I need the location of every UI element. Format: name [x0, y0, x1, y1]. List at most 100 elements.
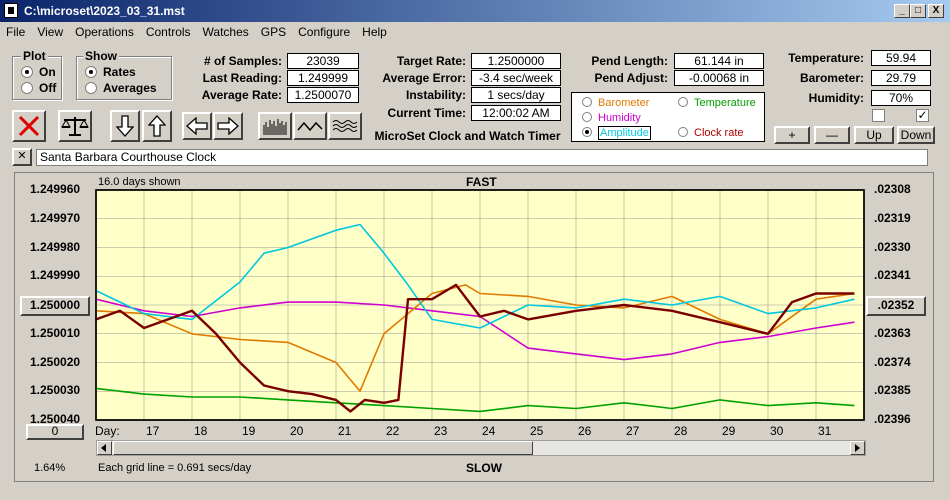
- arrow-up-button[interactable]: [142, 110, 172, 142]
- stop-button[interactable]: [12, 110, 46, 142]
- average-rate-field: 1.2500070: [287, 87, 359, 103]
- y-right-tick-label: .02396: [874, 412, 911, 426]
- wave-graph-button[interactable]: [328, 112, 362, 140]
- y-left-tick-label: 1.249990: [30, 268, 81, 283]
- window-title: C:\microset\2023_03_31.mst: [24, 4, 185, 18]
- minus-button[interactable]: —: [814, 126, 850, 144]
- selector-humidity[interactable]: Humidity: [582, 112, 641, 125]
- current-time-label: Current Time:: [387, 106, 466, 120]
- selector-barometer[interactable]: Barometer: [582, 97, 649, 110]
- x-tick-label: 18: [194, 424, 208, 438]
- y-right-tick-label: .02308: [874, 182, 911, 196]
- selector-barometer-label: Barometer: [598, 97, 650, 109]
- menu-file[interactable]: File: [6, 25, 26, 39]
- scroll-right-button[interactable]: [850, 441, 865, 455]
- pend-adjust-field: -0.00068 in: [674, 70, 764, 86]
- selector-amplitude-label: Amplitude: [598, 126, 651, 140]
- bar-graph-button[interactable]: [258, 112, 292, 140]
- pend-adjust-label: Pend Adjust:: [594, 71, 668, 85]
- show-rates-label: Rates: [103, 65, 136, 79]
- series-line-barometer: [95, 284, 855, 393]
- plot-off-radio[interactable]: Off: [21, 81, 56, 95]
- arrow-right-button[interactable]: [213, 112, 243, 140]
- pend-length-label: Pend Length:: [591, 54, 668, 68]
- humidity-field: 70%: [871, 90, 931, 106]
- menu-help[interactable]: Help: [362, 25, 387, 39]
- temperature-field: 59.94: [871, 50, 931, 66]
- arrow-left-button[interactable]: [182, 112, 212, 140]
- menu-gps[interactable]: GPS: [260, 25, 287, 39]
- plus-button[interactable]: +: [774, 126, 810, 144]
- arrow-up-icon: [148, 115, 166, 137]
- x-tick-label: 21: [338, 424, 352, 438]
- center-rate-button[interactable]: 1.250000: [20, 296, 90, 316]
- close-button[interactable]: X: [928, 4, 944, 18]
- app-icon[interactable]: [4, 3, 18, 18]
- checkbox-1[interactable]: [872, 109, 885, 122]
- show-averages-label: Averages: [103, 81, 157, 95]
- chart-frame: [14, 172, 934, 482]
- arrow-left-icon: [186, 117, 208, 135]
- arrow-right-icon: [217, 117, 239, 135]
- barometer-label: Barometer:: [799, 71, 864, 85]
- arrow-down-button[interactable]: [110, 110, 140, 142]
- temperature-label: Temperature:: [788, 51, 864, 65]
- line-graph-icon: [297, 121, 323, 132]
- selector-amplitude[interactable]: Amplitude: [582, 126, 651, 140]
- radio-indicator: [582, 97, 592, 107]
- samples-label: # of Samples:: [203, 54, 282, 68]
- y-right-tick-label: .02374: [874, 354, 911, 369]
- selector-temperature[interactable]: Temperature: [678, 97, 756, 110]
- x-tick-label: 22: [386, 424, 400, 438]
- y-left-tick-label: 1.249980: [30, 239, 81, 254]
- x-tick-label: 23: [434, 424, 448, 438]
- menu-operations[interactable]: Operations: [75, 25, 134, 39]
- radio-indicator: [582, 112, 592, 122]
- offset-button[interactable]: 0: [26, 424, 84, 440]
- menu-view[interactable]: View: [37, 25, 64, 39]
- y-left-tick-label: 1.250030: [30, 383, 81, 398]
- x-tick-label: 17: [146, 424, 160, 438]
- red-x-icon: [18, 115, 40, 137]
- x-tick-label: 26: [578, 424, 592, 438]
- humidity-label: Humidity:: [808, 91, 864, 105]
- plot-on-radio[interactable]: On: [21, 65, 56, 79]
- radio-indicator: [678, 97, 688, 107]
- scroll-left-button[interactable]: [97, 441, 112, 455]
- arrow-down-icon: [116, 115, 134, 137]
- horizontal-scrollbar[interactable]: [96, 440, 866, 456]
- radio-indicator: [582, 127, 592, 137]
- target-rate-field[interactable]: 1.2500000: [471, 53, 561, 69]
- menu-watches[interactable]: Watches: [202, 25, 249, 39]
- line-graph-button[interactable]: [293, 112, 327, 140]
- scroll-thumb[interactable]: [113, 441, 533, 455]
- balance-button[interactable]: [58, 110, 92, 142]
- y-right-tick-label: .02330: [874, 239, 911, 254]
- triangle-right-icon: [855, 444, 860, 452]
- x-tick-label: 27: [626, 424, 640, 438]
- show-averages-radio[interactable]: Averages: [85, 81, 157, 95]
- down-button[interactable]: Down: [897, 126, 935, 144]
- center-right-button[interactable]: .02352: [866, 296, 926, 316]
- up-button[interactable]: Up: [854, 126, 894, 144]
- radio-indicator: [85, 82, 97, 94]
- show-group-title: Show: [83, 49, 119, 63]
- selector-clock-rate[interactable]: Clock rate: [678, 127, 744, 140]
- instability-field: 1 secs/day: [471, 87, 561, 103]
- maximize-button[interactable]: □: [910, 4, 926, 18]
- average-rate-label: Average Rate:: [201, 88, 282, 102]
- menu-configure[interactable]: Configure: [298, 25, 351, 39]
- y-left-tick-label: 1.250010: [30, 325, 81, 340]
- title-bar: C:\microset\2023_03_31.mst _ □ X: [0, 0, 950, 22]
- checkbox-2[interactable]: ✓: [916, 108, 929, 122]
- clear-name-button[interactable]: ✕: [12, 148, 32, 166]
- grid-note: Each grid line = 0.691 secs/day: [98, 462, 252, 474]
- menu-controls[interactable]: Controls: [145, 25, 191, 39]
- minimize-button[interactable]: _: [894, 4, 910, 18]
- selector-humidity-label: Humidity: [598, 112, 641, 124]
- show-rates-radio[interactable]: Rates: [85, 65, 136, 79]
- plot-border: [95, 189, 865, 421]
- plot-group-title: Plot: [21, 49, 48, 63]
- series-line-amplitude: [95, 223, 855, 329]
- clock-name-input[interactable]: Santa Barbara Courthouse Clock: [36, 149, 928, 166]
